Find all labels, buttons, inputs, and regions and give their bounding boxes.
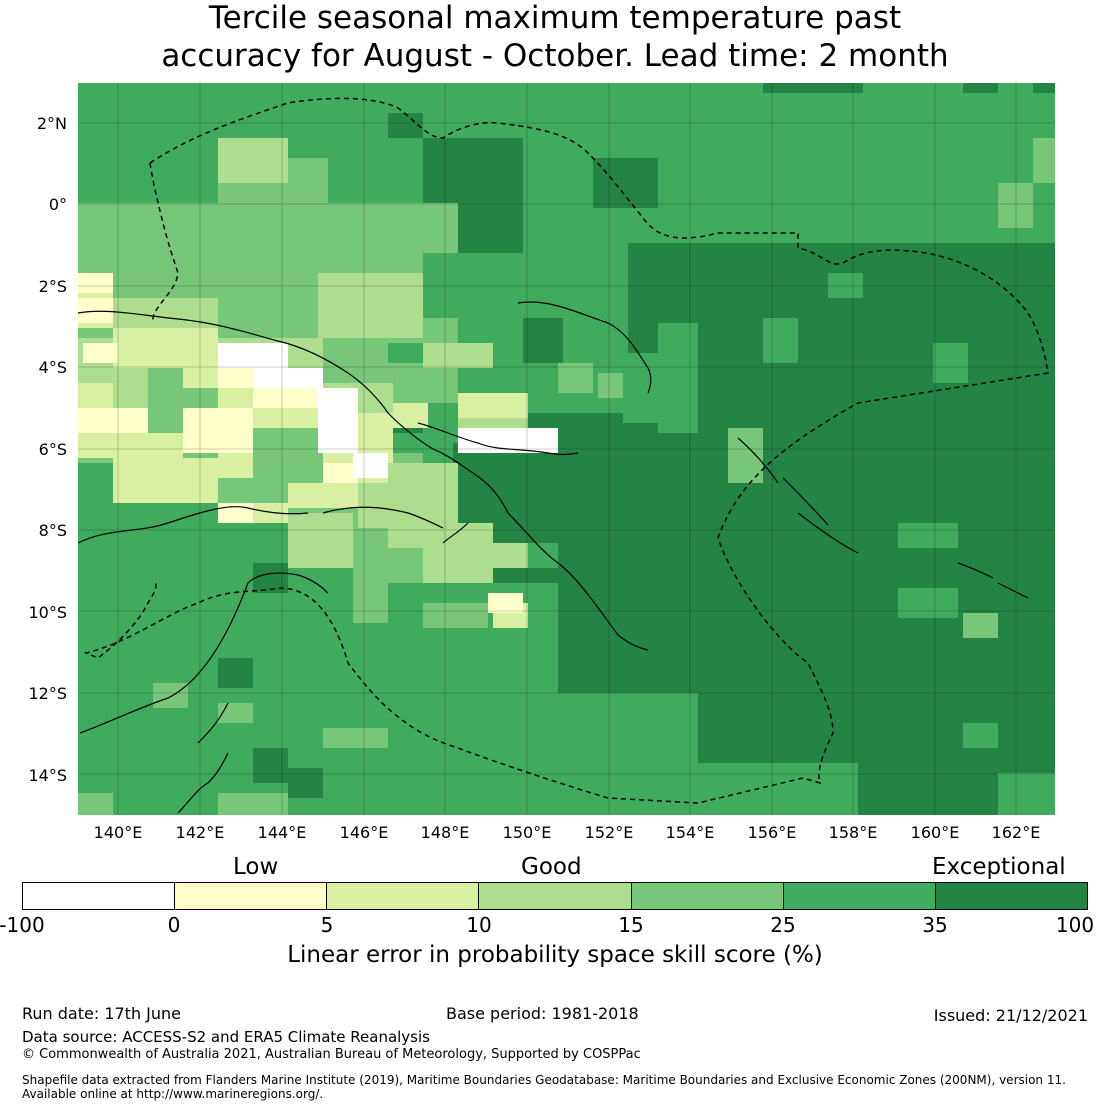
lat-label: 0° (48, 195, 67, 214)
poor-region (218, 343, 558, 478)
colorbar-tick: 10 (466, 913, 492, 937)
lon-label: 154°E (665, 823, 715, 842)
low-region (78, 273, 523, 613)
graticule (78, 83, 1055, 815)
colorbar-segment (782, 883, 935, 909)
lon-label: 150°E (502, 823, 552, 842)
colorbar-segment (934, 883, 1087, 909)
shapefile-credit-line-1: Shapefile data extracted from Flanders M… (22, 1073, 1066, 1087)
colorbar-tick: 15 (618, 913, 644, 937)
colorbar-segment (630, 883, 783, 909)
colorbar-tick: 100 (1055, 913, 1095, 937)
lat-label: 6°S (38, 440, 67, 459)
copyright: © Commonwealth of Australia 2021, Austra… (22, 1047, 641, 1062)
colorbar-tick: 0 (167, 913, 181, 937)
lon-label: 144°E (257, 823, 307, 842)
lat-label: 10°S (28, 603, 67, 622)
eez-boundaries (83, 97, 1049, 804)
lon-label: 142°E (175, 823, 225, 842)
colorbar-segment (478, 883, 631, 909)
map-canvas (78, 83, 1055, 815)
lon-label: 160°E (910, 823, 960, 842)
colorbar-tick: -100 (0, 913, 45, 937)
lat-label: 2°S (38, 277, 67, 296)
exceptional-region (218, 83, 1055, 815)
chart-title-line-1: Tercile seasonal maximum temperature pas… (208, 0, 902, 36)
colorbar-tick: 25 (770, 913, 796, 937)
category-low-label: Low (233, 854, 279, 880)
colorbar-segment (23, 883, 175, 909)
colorbar-tick: 5 (320, 913, 334, 937)
lon-label: 146°E (339, 823, 389, 842)
lon-label: 162°E (991, 823, 1041, 842)
lat-label: 12°S (28, 684, 67, 703)
lat-label: 8°S (38, 521, 67, 540)
lon-label: 156°E (747, 823, 797, 842)
issued-date: Issued: 21/12/2021 (933, 1006, 1088, 1025)
colorbar-label: Linear error in probability space skill … (287, 942, 823, 968)
lat-label: 14°S (28, 766, 67, 785)
colorbar (22, 882, 1088, 910)
run-date: Run date: 17th June (22, 1004, 182, 1023)
data-source: Data source: ACCESS-S2 and ERA5 Climate … (22, 1028, 430, 1046)
shapefile-credit-line-2: Available online at http://www.marinereg… (22, 1087, 324, 1101)
category-good-label: Good (521, 854, 582, 880)
lon-label: 148°E (420, 823, 470, 842)
very-good-patches (523, 273, 1055, 815)
base-period: Base period: 1981-2018 (446, 1004, 639, 1023)
colorbar-segment (174, 883, 327, 909)
coastlines (78, 301, 1029, 814)
lat-label: 2°N (36, 114, 67, 133)
lat-label: 4°S (38, 358, 67, 377)
chart-title-line-2: accuracy for August - October. Lead time… (161, 38, 949, 74)
category-exceptional-label: Exceptional (932, 854, 1066, 880)
lon-label: 140°E (93, 823, 143, 842)
skill-map (78, 83, 1055, 815)
colorbar-segment (326, 883, 479, 909)
lon-label: 158°E (828, 823, 878, 842)
colorbar-tick: 35 (922, 913, 948, 937)
lon-label: 152°E (584, 823, 634, 842)
